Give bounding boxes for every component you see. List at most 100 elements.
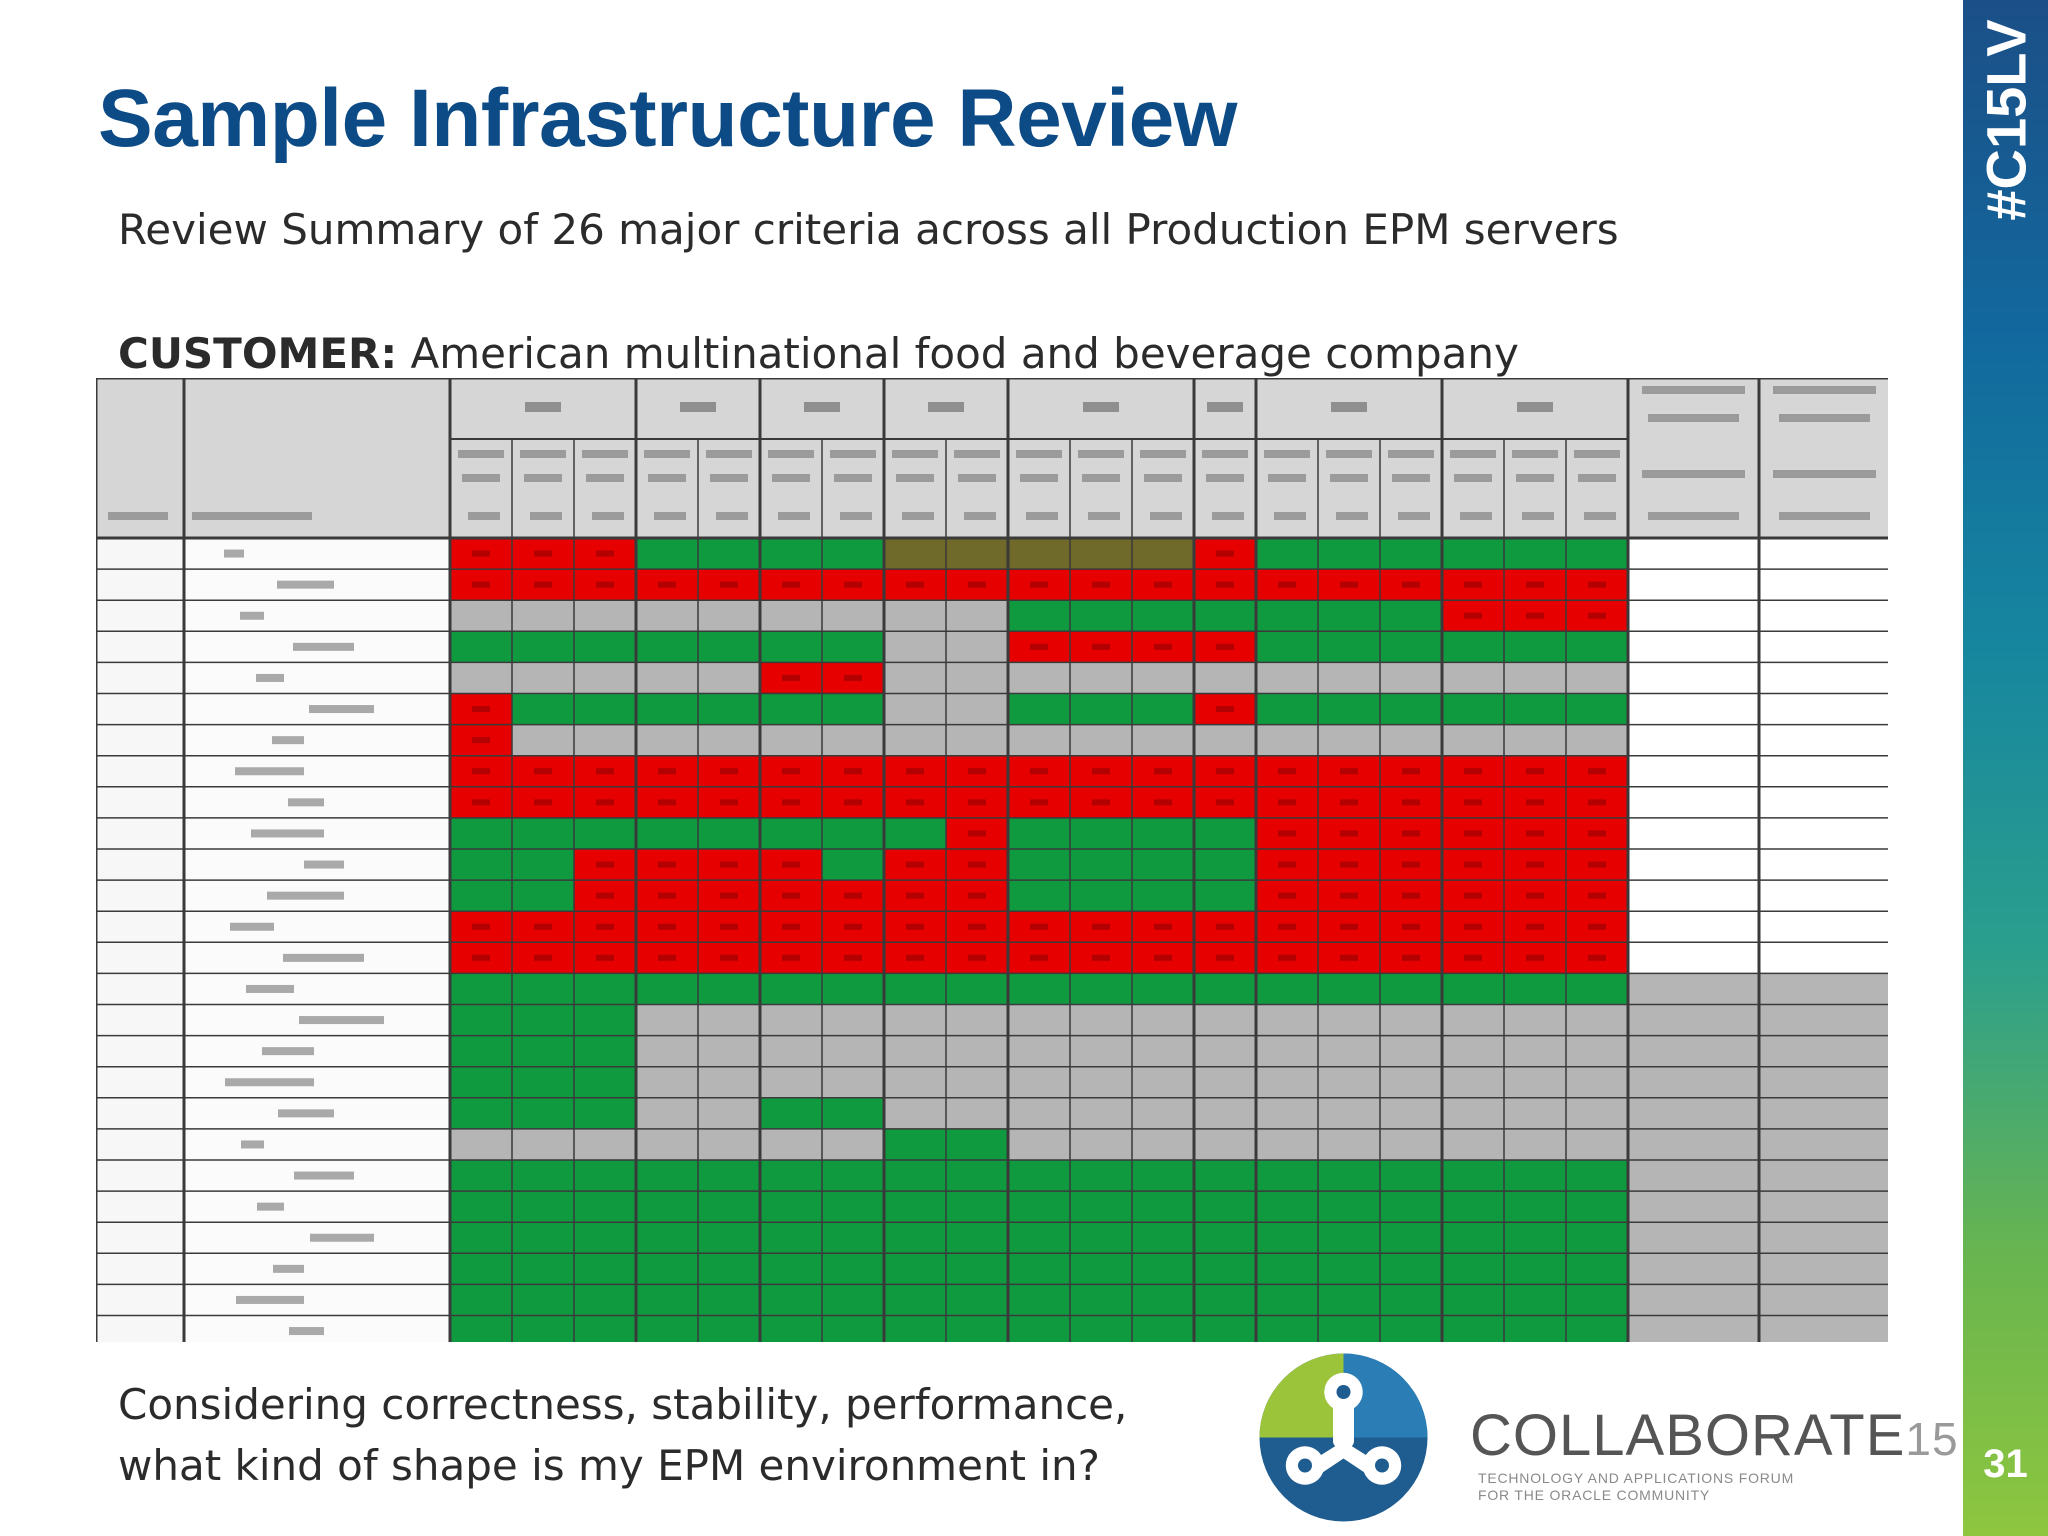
matrix-status-cell bbox=[1759, 1066, 1888, 1098]
matrix-status-cell bbox=[450, 817, 512, 849]
matrix-status-cell bbox=[1132, 1097, 1194, 1129]
matrix-status-cell bbox=[636, 1128, 698, 1160]
matrix-status-cell bbox=[1759, 1315, 1888, 1342]
matrix-status-cell bbox=[450, 1066, 512, 1098]
matrix-status-cell bbox=[1318, 1222, 1380, 1254]
matrix-status-cell bbox=[1194, 849, 1256, 881]
matrix-status-cell bbox=[946, 724, 1008, 756]
matrix-cell-mark bbox=[1340, 923, 1358, 930]
matrix-status-cell bbox=[884, 600, 946, 632]
matrix-header-group-label bbox=[525, 402, 561, 412]
matrix-status-cell bbox=[1442, 973, 1504, 1005]
matrix-cell-mark bbox=[1154, 954, 1172, 961]
matrix-status-cell bbox=[1442, 1253, 1504, 1285]
matrix-status-cell bbox=[636, 817, 698, 849]
matrix-status-cell bbox=[1070, 1035, 1132, 1067]
matrix-status-cell bbox=[760, 631, 822, 663]
matrix-cell-mark bbox=[844, 674, 862, 681]
matrix-status-cell bbox=[946, 1315, 1008, 1342]
matrix-cell-mark bbox=[1464, 799, 1482, 806]
matrix-status-cell bbox=[1256, 600, 1318, 632]
matrix-header-column-label bbox=[892, 450, 938, 458]
matrix-label-column-1 bbox=[96, 538, 184, 1342]
matrix-status-cell bbox=[636, 631, 698, 663]
matrix-status-cell bbox=[698, 817, 760, 849]
matrix-status-cell bbox=[698, 1097, 760, 1129]
matrix-cell-mark bbox=[782, 861, 800, 868]
matrix-status-cell bbox=[698, 1160, 760, 1192]
matrix-status-cell bbox=[822, 1097, 884, 1129]
matrix-cell-mark bbox=[782, 581, 800, 588]
matrix-status-cell bbox=[946, 538, 1008, 570]
customer-line: CUSTOMER: American multinational food an… bbox=[118, 329, 1519, 378]
matrix-header-column-label bbox=[768, 450, 814, 458]
matrix-status-cell bbox=[1566, 631, 1628, 663]
matrix-status-cell bbox=[760, 973, 822, 1005]
matrix-status-cell bbox=[1194, 1035, 1256, 1067]
matrix-header-extra-label bbox=[1773, 470, 1876, 478]
matrix-cell-mark bbox=[1030, 799, 1048, 806]
matrix-cell-mark bbox=[1092, 768, 1110, 775]
matrix-cell-mark bbox=[1588, 612, 1606, 619]
matrix-header-column-label bbox=[772, 474, 810, 482]
matrix-status-cell bbox=[884, 1284, 946, 1316]
matrix-status-cell bbox=[1256, 724, 1318, 756]
matrix-cell-mark bbox=[596, 799, 614, 806]
matrix-status-cell bbox=[1132, 1004, 1194, 1036]
matrix-cell-mark bbox=[1340, 768, 1358, 775]
matrix-cell-mark bbox=[1278, 799, 1296, 806]
matrix-status-cell bbox=[1256, 973, 1318, 1005]
matrix-status-cell bbox=[1628, 538, 1759, 570]
matrix-header-column-label bbox=[1336, 512, 1368, 520]
matrix-header-column-label bbox=[1082, 474, 1120, 482]
matrix-cell-mark bbox=[968, 768, 986, 775]
matrix-status-cell bbox=[512, 1315, 574, 1342]
matrix-status-cell bbox=[1380, 600, 1442, 632]
matrix-status-cell bbox=[946, 1097, 1008, 1129]
matrix-status-cell bbox=[450, 1253, 512, 1285]
matrix-status-cell bbox=[450, 1191, 512, 1223]
matrix-status-cell bbox=[1380, 1284, 1442, 1316]
matrix-cell-mark bbox=[720, 799, 738, 806]
matrix-status-cell bbox=[1318, 1066, 1380, 1098]
matrix-cell-mark bbox=[658, 892, 676, 899]
matrix-status-cell bbox=[574, 631, 636, 663]
matrix-status-cell bbox=[698, 1004, 760, 1036]
matrix-status-cell bbox=[1628, 1035, 1759, 1067]
matrix-status-cell bbox=[636, 693, 698, 725]
matrix-cell-mark bbox=[534, 799, 552, 806]
matrix-status-cell bbox=[1070, 662, 1132, 694]
brand-sidebar bbox=[1963, 0, 2048, 1536]
matrix-status-cell bbox=[1759, 1160, 1888, 1192]
matrix-cell-mark bbox=[1402, 892, 1420, 899]
matrix-cell-mark bbox=[472, 737, 490, 744]
matrix-header-column-label bbox=[1088, 512, 1120, 520]
matrix-status-cell bbox=[698, 1128, 760, 1160]
matrix-cell-mark bbox=[1464, 768, 1482, 775]
matrix-status-cell bbox=[1628, 942, 1759, 974]
matrix-status-cell bbox=[636, 1315, 698, 1342]
matrix-header-column-label bbox=[902, 512, 934, 520]
matrix-header-column-label bbox=[1388, 450, 1434, 458]
matrix-cell-mark bbox=[472, 923, 490, 930]
matrix-row-label bbox=[256, 673, 284, 682]
matrix-status-cell bbox=[884, 973, 946, 1005]
matrix-header-column-label bbox=[1150, 512, 1182, 520]
matrix-header-group-label bbox=[1517, 402, 1553, 412]
matrix-cell-mark bbox=[1526, 581, 1544, 588]
matrix-header-column-label bbox=[592, 512, 624, 520]
matrix-status-cell bbox=[1132, 1315, 1194, 1342]
matrix-status-cell bbox=[1256, 1035, 1318, 1067]
matrix-status-cell bbox=[574, 817, 636, 849]
matrix-status-cell bbox=[636, 724, 698, 756]
matrix-row-label bbox=[288, 798, 324, 807]
matrix-row-label bbox=[273, 1264, 304, 1273]
matrix-header-column-label bbox=[1206, 474, 1244, 482]
matrix-cell-mark bbox=[1526, 861, 1544, 868]
matrix-status-cell bbox=[1442, 1315, 1504, 1342]
matrix-status-cell bbox=[1380, 631, 1442, 663]
matrix-status-cell bbox=[1442, 724, 1504, 756]
matrix-status-cell bbox=[1628, 662, 1759, 694]
matrix-status-cell bbox=[1132, 849, 1194, 881]
matrix-header-column-label bbox=[706, 450, 752, 458]
